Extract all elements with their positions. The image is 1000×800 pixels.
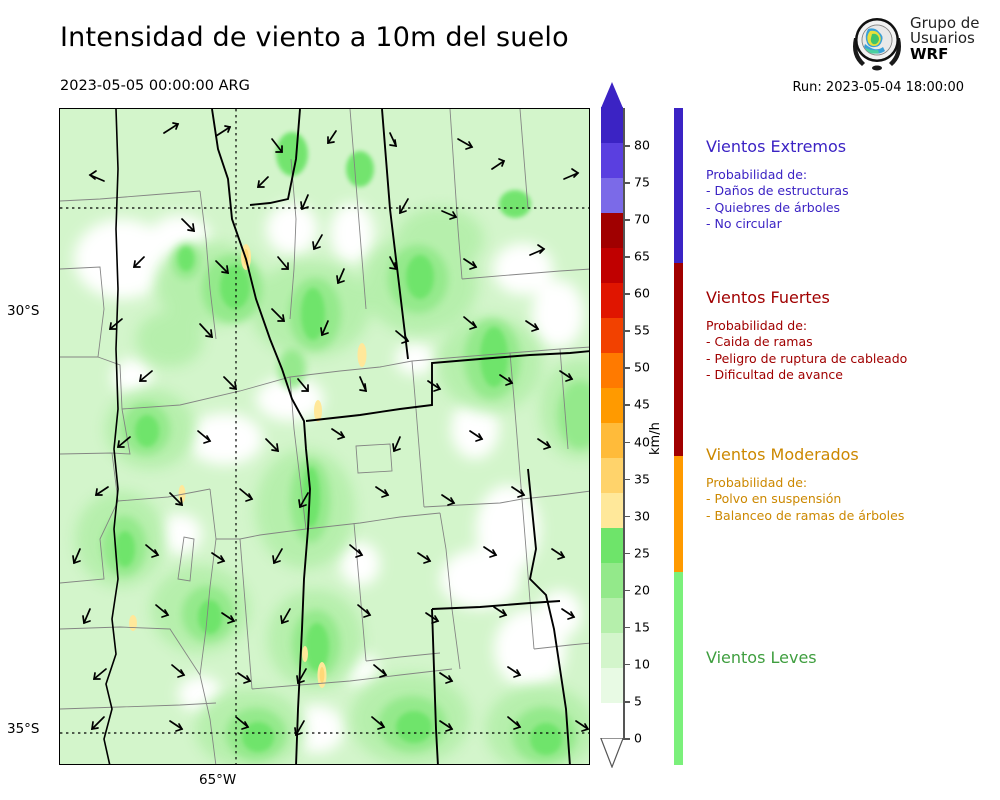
colorbar-tick [623,626,630,629]
legend-item: Probabilidad de: [706,167,808,182]
legend-item: - Peligro de ruptura de cableado [706,350,908,366]
legend-title: Vientos Fuertes [706,288,830,307]
legend-item: - No circular [706,215,782,231]
colorbar-tick [623,256,630,258]
legend-item: - Caida de ramas [706,334,813,350]
map-canvas [60,109,589,764]
colorbar-extend-min-arrow [600,738,624,768]
colorbar-tick-label: 0 [634,730,642,746]
colorbar-segment [601,282,623,318]
colorbar-tick [623,478,630,481]
valid-time-label: 2023-05-05 00:00:00 ARG [60,78,250,94]
legend-items: Probabilidad de: - Daños de estructuras - … [706,167,849,232]
legend-item: Probabilidad de: [706,318,808,333]
colorbar-segment [601,527,623,563]
legend-items: Probabilidad de: - Caida de ramas - Peligr… [706,318,907,383]
legend-block: Vientos Leves [706,648,817,678]
legend-title: Vientos Leves [706,648,817,667]
colorbar-tick-label: 75 [634,174,650,190]
colorbar-segment [601,247,623,283]
lat-label-30s: 30°S [7,303,40,319]
colorbar-tick-label: 15 [634,619,650,635]
colorbar-segment [601,352,623,388]
legend-item: Probabilidad de: [706,475,808,490]
colorbar-tick-label: 55 [634,322,650,338]
colorbar[interactable]: 0 5 10 15 20 25 30 35 40 45 50 55 60 65 70 75 80 [600,82,650,768]
category-segment [674,455,683,572]
colorbar-tick [623,663,630,666]
colorbar-tick [623,367,630,369]
colorbar-segment [601,492,623,528]
colorbar-tick-label: 60 [634,285,650,301]
colorbar-tick [623,700,630,703]
colorbar-tick [623,219,630,221]
colorbar-axis [623,108,625,738]
category-segment [674,262,683,456]
legend-item: - Daños de estructuras [706,183,849,199]
logo-line-1: Grupo de [910,14,980,32]
colorbar-tick [623,404,630,407]
colorbar-tick-label: 80 [634,137,650,153]
colorbar-segment [601,107,623,143]
colorbar-segment [601,212,623,248]
colorbar-segment [601,177,623,213]
legend-items: Probabilidad de: - Polvo en suspensión - B… [706,475,904,524]
colorbar-segment [601,422,623,458]
colorbar-tick-label: 70 [634,211,650,227]
colorbar-segment [601,142,623,178]
logo-line-2: Usuarios [910,29,975,48]
colorbar-tick-label: 10 [634,656,650,672]
colorbar-tick-label: 35 [634,471,650,487]
legend-title: Vientos Extremos [706,137,847,156]
colorbar-tick-label: 50 [634,359,650,375]
category-segment [674,571,683,765]
colorbar-unit-label: km/h [648,422,663,455]
legend-title: Vientos Moderados [706,445,859,464]
colorbar-tick-label: 45 [634,396,650,412]
colorbar-tick-label: 65 [634,248,650,264]
colorbar-segment [601,667,623,703]
colorbar-tick [623,552,630,555]
colorbar-segment [601,597,623,633]
colorbar-tick-label: 25 [634,545,650,561]
colorbar-tick [623,330,630,332]
colorbar-segment [601,457,623,493]
page-title: Intensidad de viento a 10m del suelo [60,22,569,53]
wind-speed-map[interactable]: 30°S 35°S 65°W [7,108,590,788]
legend-block: Vientos Fuertes Probabilidad de: - Caida d… [706,288,907,383]
colorbar-tick [623,182,630,184]
colorbar-tick-label: 5 [634,693,642,709]
legend-item: - Quiebres de árboles [706,199,841,215]
colorbar-tick-label: 20 [634,582,650,598]
legend-item: - Balanceo de ramas de árboles [706,507,905,523]
legend-item: - Dificultad de avance [706,366,843,382]
legend-block: Vientos Moderados Probabilidad de: - Polvo… [706,445,904,524]
colorbar-segment [601,632,623,668]
colorbar-tick-label: 40 [634,434,650,450]
colorbar-tick [623,293,630,295]
colorbar-tick [623,738,630,740]
colorbar-segment [601,387,623,423]
category-severity-bar [674,108,683,765]
globe-emblem-icon [853,18,901,71]
legend-item: - Polvo en suspensión [706,491,842,507]
colorbar-tick-label: 30 [634,508,650,524]
colorbar-tick [623,589,630,592]
colorbar-segment [601,317,623,353]
colorbar-tick [623,441,630,444]
lat-label-35s: 35°S [7,721,40,737]
colorbar-tick [623,515,630,518]
map-frame [59,108,590,765]
logo-line-3: WRF [910,44,949,63]
run-time-label: Run: 2023-05-04 18:00:00 [792,80,964,95]
wrf-user-group-logo: Grupo de Usuarios WRF [848,14,998,74]
lon-label-65w: 65°W [199,772,237,788]
category-segment [674,108,683,263]
legend-block: Vientos Extremos Probabilidad de: - Daños … [706,137,849,232]
colorbar-segment [601,702,623,738]
colorbar-segment [601,562,623,598]
colorbar-tick [623,145,630,147]
colorbar-extend-max-arrow [601,82,623,108]
